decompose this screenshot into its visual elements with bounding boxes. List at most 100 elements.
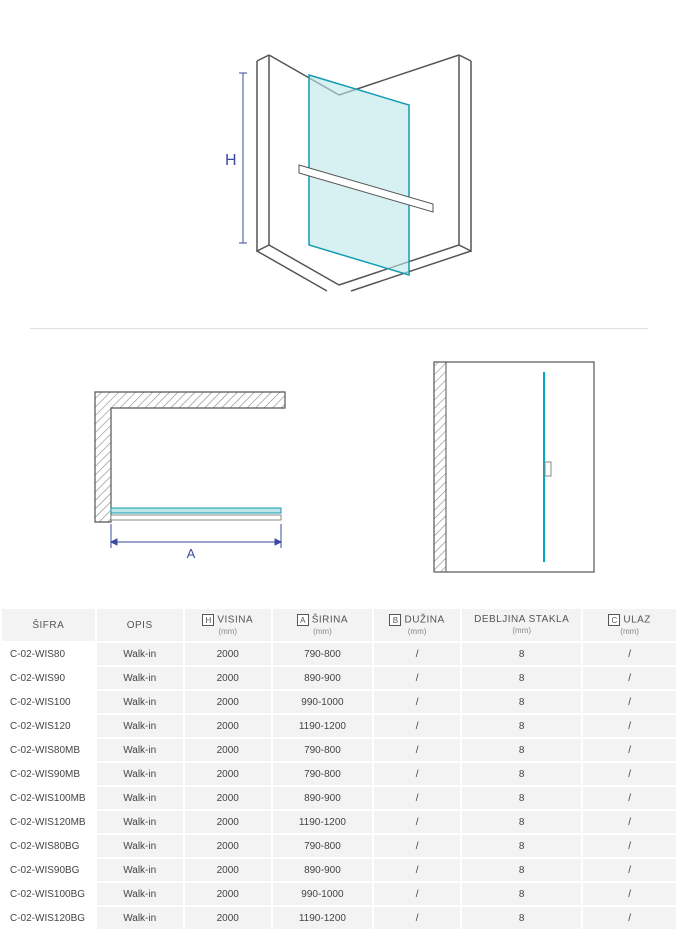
cell-visina: 2000	[185, 643, 271, 665]
iso-svg: H	[149, 15, 529, 315]
cell-ulaz: /	[583, 787, 676, 809]
cell-opis: Walk-in	[97, 907, 183, 929]
cell-visina: 2000	[185, 787, 271, 809]
cell-visina: 2000	[185, 859, 271, 881]
cell-opis: Walk-in	[97, 739, 183, 761]
cell-ulaz: /	[583, 811, 676, 833]
hdr-sifra: ŠIFRA	[2, 609, 95, 641]
cell-debljina: 8	[462, 859, 581, 881]
cell-debljina: 8	[462, 787, 581, 809]
cell-debljina: 8	[462, 883, 581, 905]
cell-duzina: /	[374, 739, 460, 761]
plan-diagrams: A	[30, 337, 648, 597]
cell-sifra: C-02-WIS80MB	[2, 739, 95, 761]
cell-sifra: C-02-WIS100MB	[2, 787, 95, 809]
cell-ulaz: /	[583, 691, 676, 713]
cell-debljina: 8	[462, 763, 581, 785]
hdr-ulaz: CULAZ(mm)	[583, 609, 676, 641]
cell-opis: Walk-in	[97, 811, 183, 833]
cell-visina: 2000	[185, 835, 271, 857]
cell-visina: 2000	[185, 691, 271, 713]
cell-duzina: /	[374, 859, 460, 881]
cell-ulaz: /	[583, 667, 676, 689]
cell-sifra: C-02-WIS120BG	[2, 907, 95, 929]
cell-opis: Walk-in	[97, 667, 183, 689]
cell-sirina: 1190-1200	[273, 715, 372, 737]
cell-sirina: 990-1000	[273, 883, 372, 905]
table-row: C-02-WIS120MBWalk-in20001190-1200/8/	[2, 811, 676, 833]
cell-sifra: C-02-WIS80	[2, 643, 95, 665]
elevation-svg	[414, 352, 614, 582]
cell-duzina: /	[374, 907, 460, 929]
cell-ulaz: /	[583, 763, 676, 785]
cell-sifra: C-02-WIS90BG	[2, 859, 95, 881]
hdr-visina: HVISINA(mm)	[185, 609, 271, 641]
table-row: C-02-WIS100MBWalk-in2000890-900/8/	[2, 787, 676, 809]
cell-visina: 2000	[185, 739, 271, 761]
hdr-opis: OPIS	[97, 609, 183, 641]
table-body: C-02-WIS80Walk-in2000790-800/8/C-02-WIS9…	[2, 643, 676, 929]
cell-sirina: 890-900	[273, 787, 372, 809]
cell-sirina: 890-900	[273, 859, 372, 881]
table-row: C-02-WIS90Walk-in2000890-900/8/	[2, 667, 676, 689]
table-row: C-02-WIS90MBWalk-in2000790-800/8/	[2, 763, 676, 785]
cell-sirina: 790-800	[273, 763, 372, 785]
cell-ulaz: /	[583, 643, 676, 665]
cell-visina: 2000	[185, 883, 271, 905]
cell-sifra: C-02-WIS120	[2, 715, 95, 737]
cell-opis: Walk-in	[97, 787, 183, 809]
table-row: C-02-WIS100BGWalk-in2000990-1000/8/	[2, 883, 676, 905]
cell-ulaz: /	[583, 739, 676, 761]
cell-duzina: /	[374, 691, 460, 713]
cell-duzina: /	[374, 811, 460, 833]
cell-sifra: C-02-WIS90	[2, 667, 95, 689]
label-h: H	[225, 152, 237, 169]
spec-table: ŠIFRA OPIS HVISINA(mm) AŠIRINA(mm) BDUŽI…	[0, 607, 678, 931]
table-row: C-02-WIS90BGWalk-in2000890-900/8/	[2, 859, 676, 881]
table-header: ŠIFRA OPIS HVISINA(mm) AŠIRINA(mm) BDUŽI…	[2, 609, 676, 641]
table-row: C-02-WIS120BGWalk-in20001190-1200/8/	[2, 907, 676, 929]
cell-opis: Walk-in	[97, 883, 183, 905]
plan-top-svg: A	[65, 352, 305, 582]
cell-visina: 2000	[185, 715, 271, 737]
hdr-debljina: DEBLJINA STAKLA(mm)	[462, 609, 581, 641]
table-row: C-02-WIS120Walk-in20001190-1200/8/	[2, 715, 676, 737]
cell-ulaz: /	[583, 859, 676, 881]
cell-debljina: 8	[462, 715, 581, 737]
cell-duzina: /	[374, 835, 460, 857]
cell-visina: 2000	[185, 667, 271, 689]
label-a: A	[186, 546, 195, 561]
isometric-diagram: H	[30, 10, 648, 320]
cell-sirina: 1190-1200	[273, 907, 372, 929]
cell-opis: Walk-in	[97, 715, 183, 737]
cell-opis: Walk-in	[97, 643, 183, 665]
cell-sirina: 790-800	[273, 643, 372, 665]
cell-duzina: /	[374, 715, 460, 737]
table-row: C-02-WIS100Walk-in2000990-1000/8/	[2, 691, 676, 713]
cell-debljina: 8	[462, 691, 581, 713]
divider	[30, 328, 648, 329]
dim-h	[239, 73, 247, 243]
table-row: C-02-WIS80BGWalk-in2000790-800/8/	[2, 835, 676, 857]
cell-debljina: 8	[462, 667, 581, 689]
cell-sifra: C-02-WIS90MB	[2, 763, 95, 785]
cell-opis: Walk-in	[97, 835, 183, 857]
cell-opis: Walk-in	[97, 763, 183, 785]
cell-duzina: /	[374, 787, 460, 809]
hdr-duzina: BDUŽINA(mm)	[374, 609, 460, 641]
cell-sirina: 790-800	[273, 835, 372, 857]
cell-visina: 2000	[185, 907, 271, 929]
cell-sirina: 790-800	[273, 739, 372, 761]
cell-sifra: C-02-WIS100	[2, 691, 95, 713]
cell-sifra: C-02-WIS80BG	[2, 835, 95, 857]
cell-duzina: /	[374, 667, 460, 689]
cell-sifra: C-02-WIS120MB	[2, 811, 95, 833]
cell-debljina: 8	[462, 643, 581, 665]
cell-ulaz: /	[583, 715, 676, 737]
cell-sirina: 1190-1200	[273, 811, 372, 833]
cell-duzina: /	[374, 883, 460, 905]
table-row: C-02-WIS80MBWalk-in2000790-800/8/	[2, 739, 676, 761]
hdr-sirina: AŠIRINA(mm)	[273, 609, 372, 641]
cell-sirina: 990-1000	[273, 691, 372, 713]
cell-visina: 2000	[185, 763, 271, 785]
